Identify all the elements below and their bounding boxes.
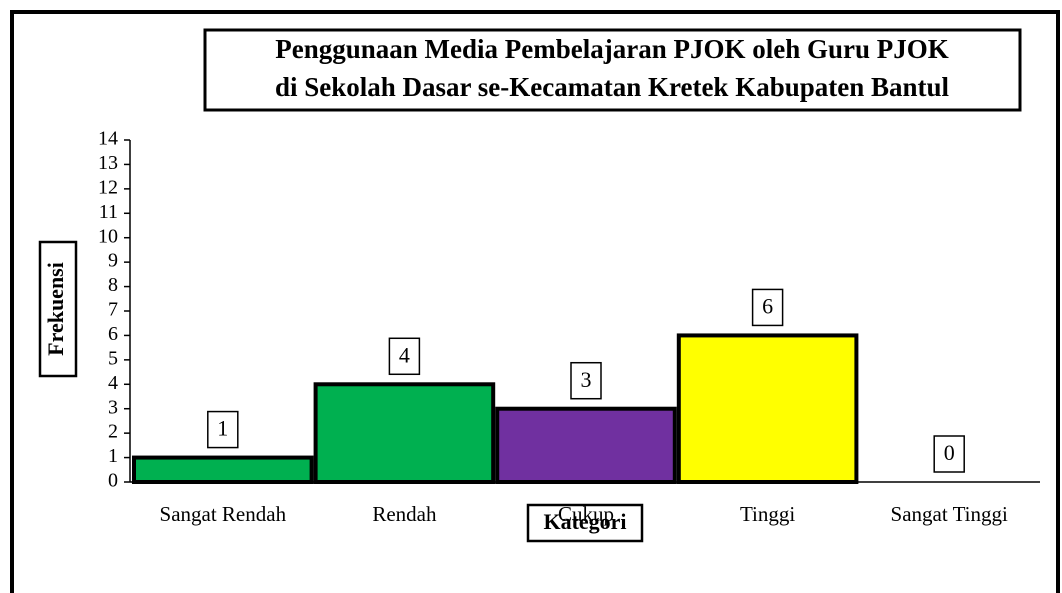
title-box (203, 28, 1022, 112)
x-tick-label: Tinggi (740, 502, 795, 526)
value-label-box (207, 410, 239, 449)
bar (676, 333, 859, 484)
y-tick-label: 12 (98, 176, 118, 198)
x-tick-label: Sangat Rendah (160, 502, 287, 526)
bar (495, 406, 677, 485)
value-label: 1 (217, 416, 228, 441)
y-tick-label: 9 (108, 250, 118, 272)
x-tick-label: Sangat Tinggi (891, 502, 1008, 526)
chart-border (10, 10, 1060, 593)
value-label: 3 (581, 367, 592, 392)
y-tick-label: 2 (108, 421, 118, 443)
value-label: 6 (762, 293, 773, 318)
bar (313, 382, 496, 484)
value-label-box (570, 361, 602, 400)
y-tick-label: 7 (108, 299, 118, 321)
x-tick-label: Cukup (558, 502, 614, 526)
y-tick-label: 6 (108, 323, 118, 345)
x-axis-label: Kategori (543, 509, 626, 534)
value-label-box (933, 435, 965, 473)
x-tick-label: Rendah (372, 502, 437, 526)
value-label-box (751, 288, 784, 327)
y-tick-label: 8 (108, 274, 118, 296)
y-tick-label: 5 (108, 347, 118, 369)
y-tick-label: 0 (108, 470, 118, 492)
chart-title: di Sekolah Dasar se-Kecamatan Kretek Kab… (275, 72, 950, 102)
y-tick-label: 1 (108, 445, 118, 467)
y-tick-label: 10 (98, 225, 118, 247)
y-tick-label: 13 (98, 152, 118, 174)
y-tick-label: 14 (98, 128, 118, 150)
bar (132, 455, 314, 485)
value-label-box (388, 337, 421, 376)
y-tick-label: 11 (99, 201, 118, 223)
y-tick-label: 3 (108, 396, 118, 418)
y-tick-label: 4 (108, 372, 118, 394)
y-axis-label: Frekuensi (43, 262, 68, 356)
x-label-box (526, 503, 644, 543)
y-label-box (38, 240, 78, 378)
value-label: 4 (399, 342, 410, 367)
value-label: 0 (944, 440, 955, 465)
chart-title: Penggunaan Media Pembelajaran PJOK oleh … (275, 34, 949, 64)
